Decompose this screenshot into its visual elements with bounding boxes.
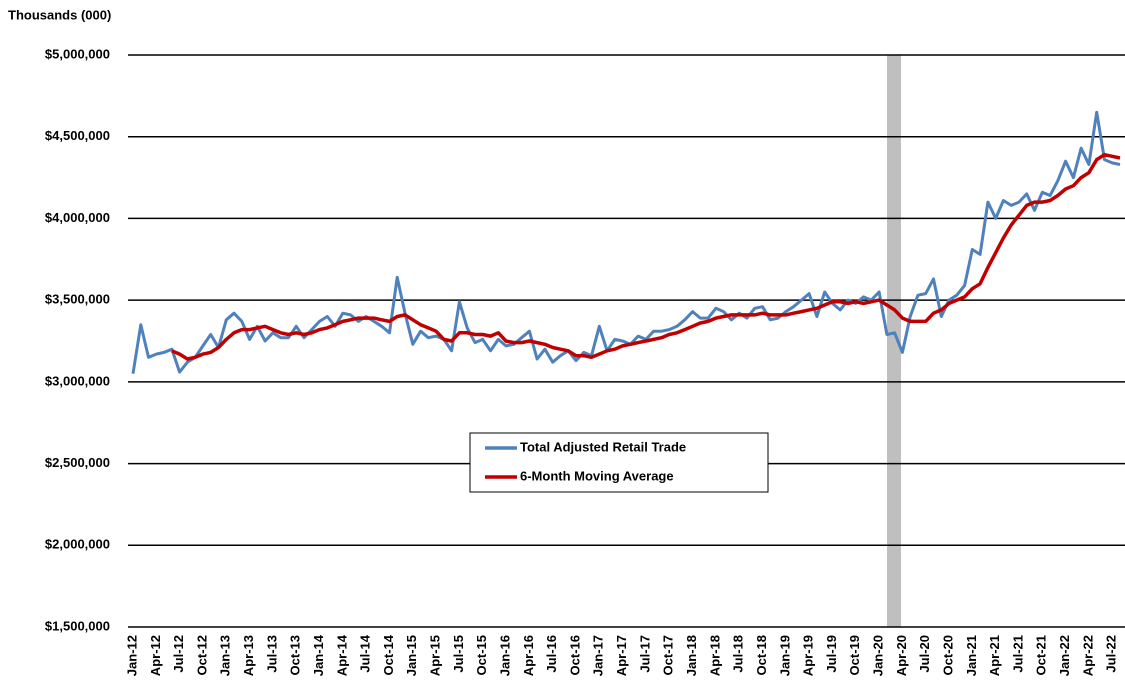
x-tick-label: Jul-18 xyxy=(731,635,746,673)
x-tick-label: Jan-16 xyxy=(497,635,512,676)
x-tick-label: Jul-12 xyxy=(171,635,186,673)
x-tick-label: Apr-20 xyxy=(894,635,909,676)
x-tick-label: Jan-19 xyxy=(777,635,792,676)
x-tick-label: Jan-14 xyxy=(311,634,326,676)
y-tick-label: $2,000,000 xyxy=(45,537,110,552)
legend-label: Total Adjusted Retail Trade xyxy=(520,439,686,454)
x-tick-label: Apr-12 xyxy=(148,635,163,676)
y-tick-label: $5,000,000 xyxy=(45,46,110,61)
x-tick-label: Jul-16 xyxy=(544,635,559,673)
legend-label: 6-Month Moving Average xyxy=(520,468,674,483)
x-tick-label: Oct-14 xyxy=(381,634,396,675)
x-tick-label: Jan-17 xyxy=(591,635,606,676)
x-tick-label: Jul-14 xyxy=(358,634,373,672)
x-tick-label: Jan-15 xyxy=(404,635,419,676)
y-tick-label: $4,500,000 xyxy=(45,128,110,143)
x-tick-label: Apr-19 xyxy=(801,635,816,676)
x-tick-label: Apr-14 xyxy=(334,634,349,676)
y-tick-label: $2,500,000 xyxy=(45,455,110,470)
x-tick-label: Jul-21 xyxy=(1010,635,1025,673)
x-tick-label: Oct-21 xyxy=(1034,635,1049,675)
x-tick-label: Apr-13 xyxy=(241,635,256,676)
x-tick-label: Jul-17 xyxy=(637,635,652,673)
x-tick-label: Oct-16 xyxy=(567,635,582,675)
x-tick-label: Oct-17 xyxy=(661,635,676,675)
x-tick-label: Oct-12 xyxy=(194,635,209,675)
y-tick-label: $1,500,000 xyxy=(45,618,110,633)
y-axis-title: Thousands (000) xyxy=(8,7,111,22)
legend-box xyxy=(469,432,769,493)
shaded-period xyxy=(887,55,901,627)
x-tick-label: Jul-22 xyxy=(1104,635,1119,673)
x-tick-label: Jan-18 xyxy=(684,635,699,676)
x-tick-label: Jan-20 xyxy=(871,635,886,676)
x-tick-label: Oct-19 xyxy=(847,635,862,675)
x-tick-label: Jan-13 xyxy=(218,635,233,676)
y-tick-label: $4,000,000 xyxy=(45,210,110,225)
x-tick-label: Apr-22 xyxy=(1080,635,1095,676)
series-line xyxy=(171,152,1121,361)
x-tick-label: Jul-13 xyxy=(264,635,279,673)
y-tick-label: $3,000,000 xyxy=(45,373,110,388)
series-line xyxy=(131,110,1121,374)
x-tick-label: Apr-21 xyxy=(987,635,1002,676)
x-tick-label: Oct-18 xyxy=(754,635,769,675)
x-tick-label: Jul-19 xyxy=(824,635,839,673)
y-tick-label: $3,500,000 xyxy=(45,292,110,307)
x-tick-label: Jul-20 xyxy=(917,635,932,673)
x-tick-label: Oct-15 xyxy=(474,635,489,675)
x-tick-label: Apr-16 xyxy=(521,635,536,676)
x-tick-label: Jan-22 xyxy=(1057,635,1072,676)
x-tick-label: Apr-15 xyxy=(428,635,443,676)
x-tick-label: Oct-13 xyxy=(288,635,303,675)
x-tick-label: Apr-17 xyxy=(614,635,629,676)
x-tick-label: Oct-20 xyxy=(940,635,955,675)
x-tick-label: Jan-12 xyxy=(124,635,139,676)
x-tick-label: Apr-18 xyxy=(707,635,722,676)
x-tick-label: Jan-21 xyxy=(964,635,979,676)
x-tick-label: Jul-15 xyxy=(451,635,466,673)
